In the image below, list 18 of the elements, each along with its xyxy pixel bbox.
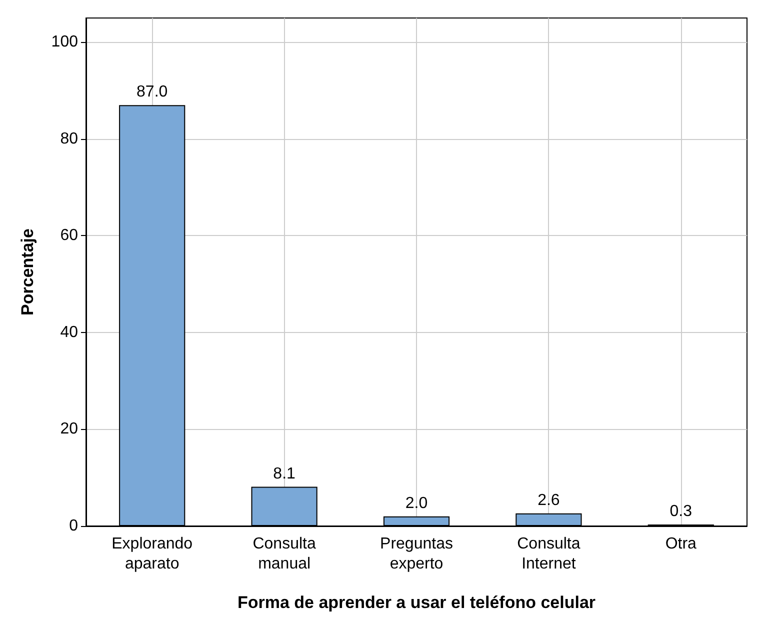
y-tick-label: 0 <box>69 518 78 534</box>
x-tick-label: Otra <box>665 536 697 552</box>
y-tick-label: 100 <box>51 34 78 51</box>
x-tick-label: Consulta manual <box>252 536 316 572</box>
y-tick-label: 60 <box>60 227 78 244</box>
data-label: 2.0 <box>405 494 428 512</box>
data-label: 0.3 <box>670 503 692 520</box>
data-label: 8.1 <box>273 465 296 482</box>
x-tick-label: Preguntas experto <box>380 536 453 572</box>
y-tick-label: 20 <box>60 420 78 438</box>
x-tick-label: Consulta Internet <box>517 536 580 572</box>
data-label: 2.6 <box>538 492 560 509</box>
y-tick-label: 40 <box>60 324 78 341</box>
data-label: 87.0 <box>136 84 168 101</box>
y-tick-label: 80 <box>60 130 78 148</box>
x-axis-title: Forma de aprender a usar el teléfono celular <box>237 593 596 612</box>
x-tick-label: Explorando aparato <box>112 536 193 572</box>
y-axis-title: Porcentaje <box>18 228 37 316</box>
